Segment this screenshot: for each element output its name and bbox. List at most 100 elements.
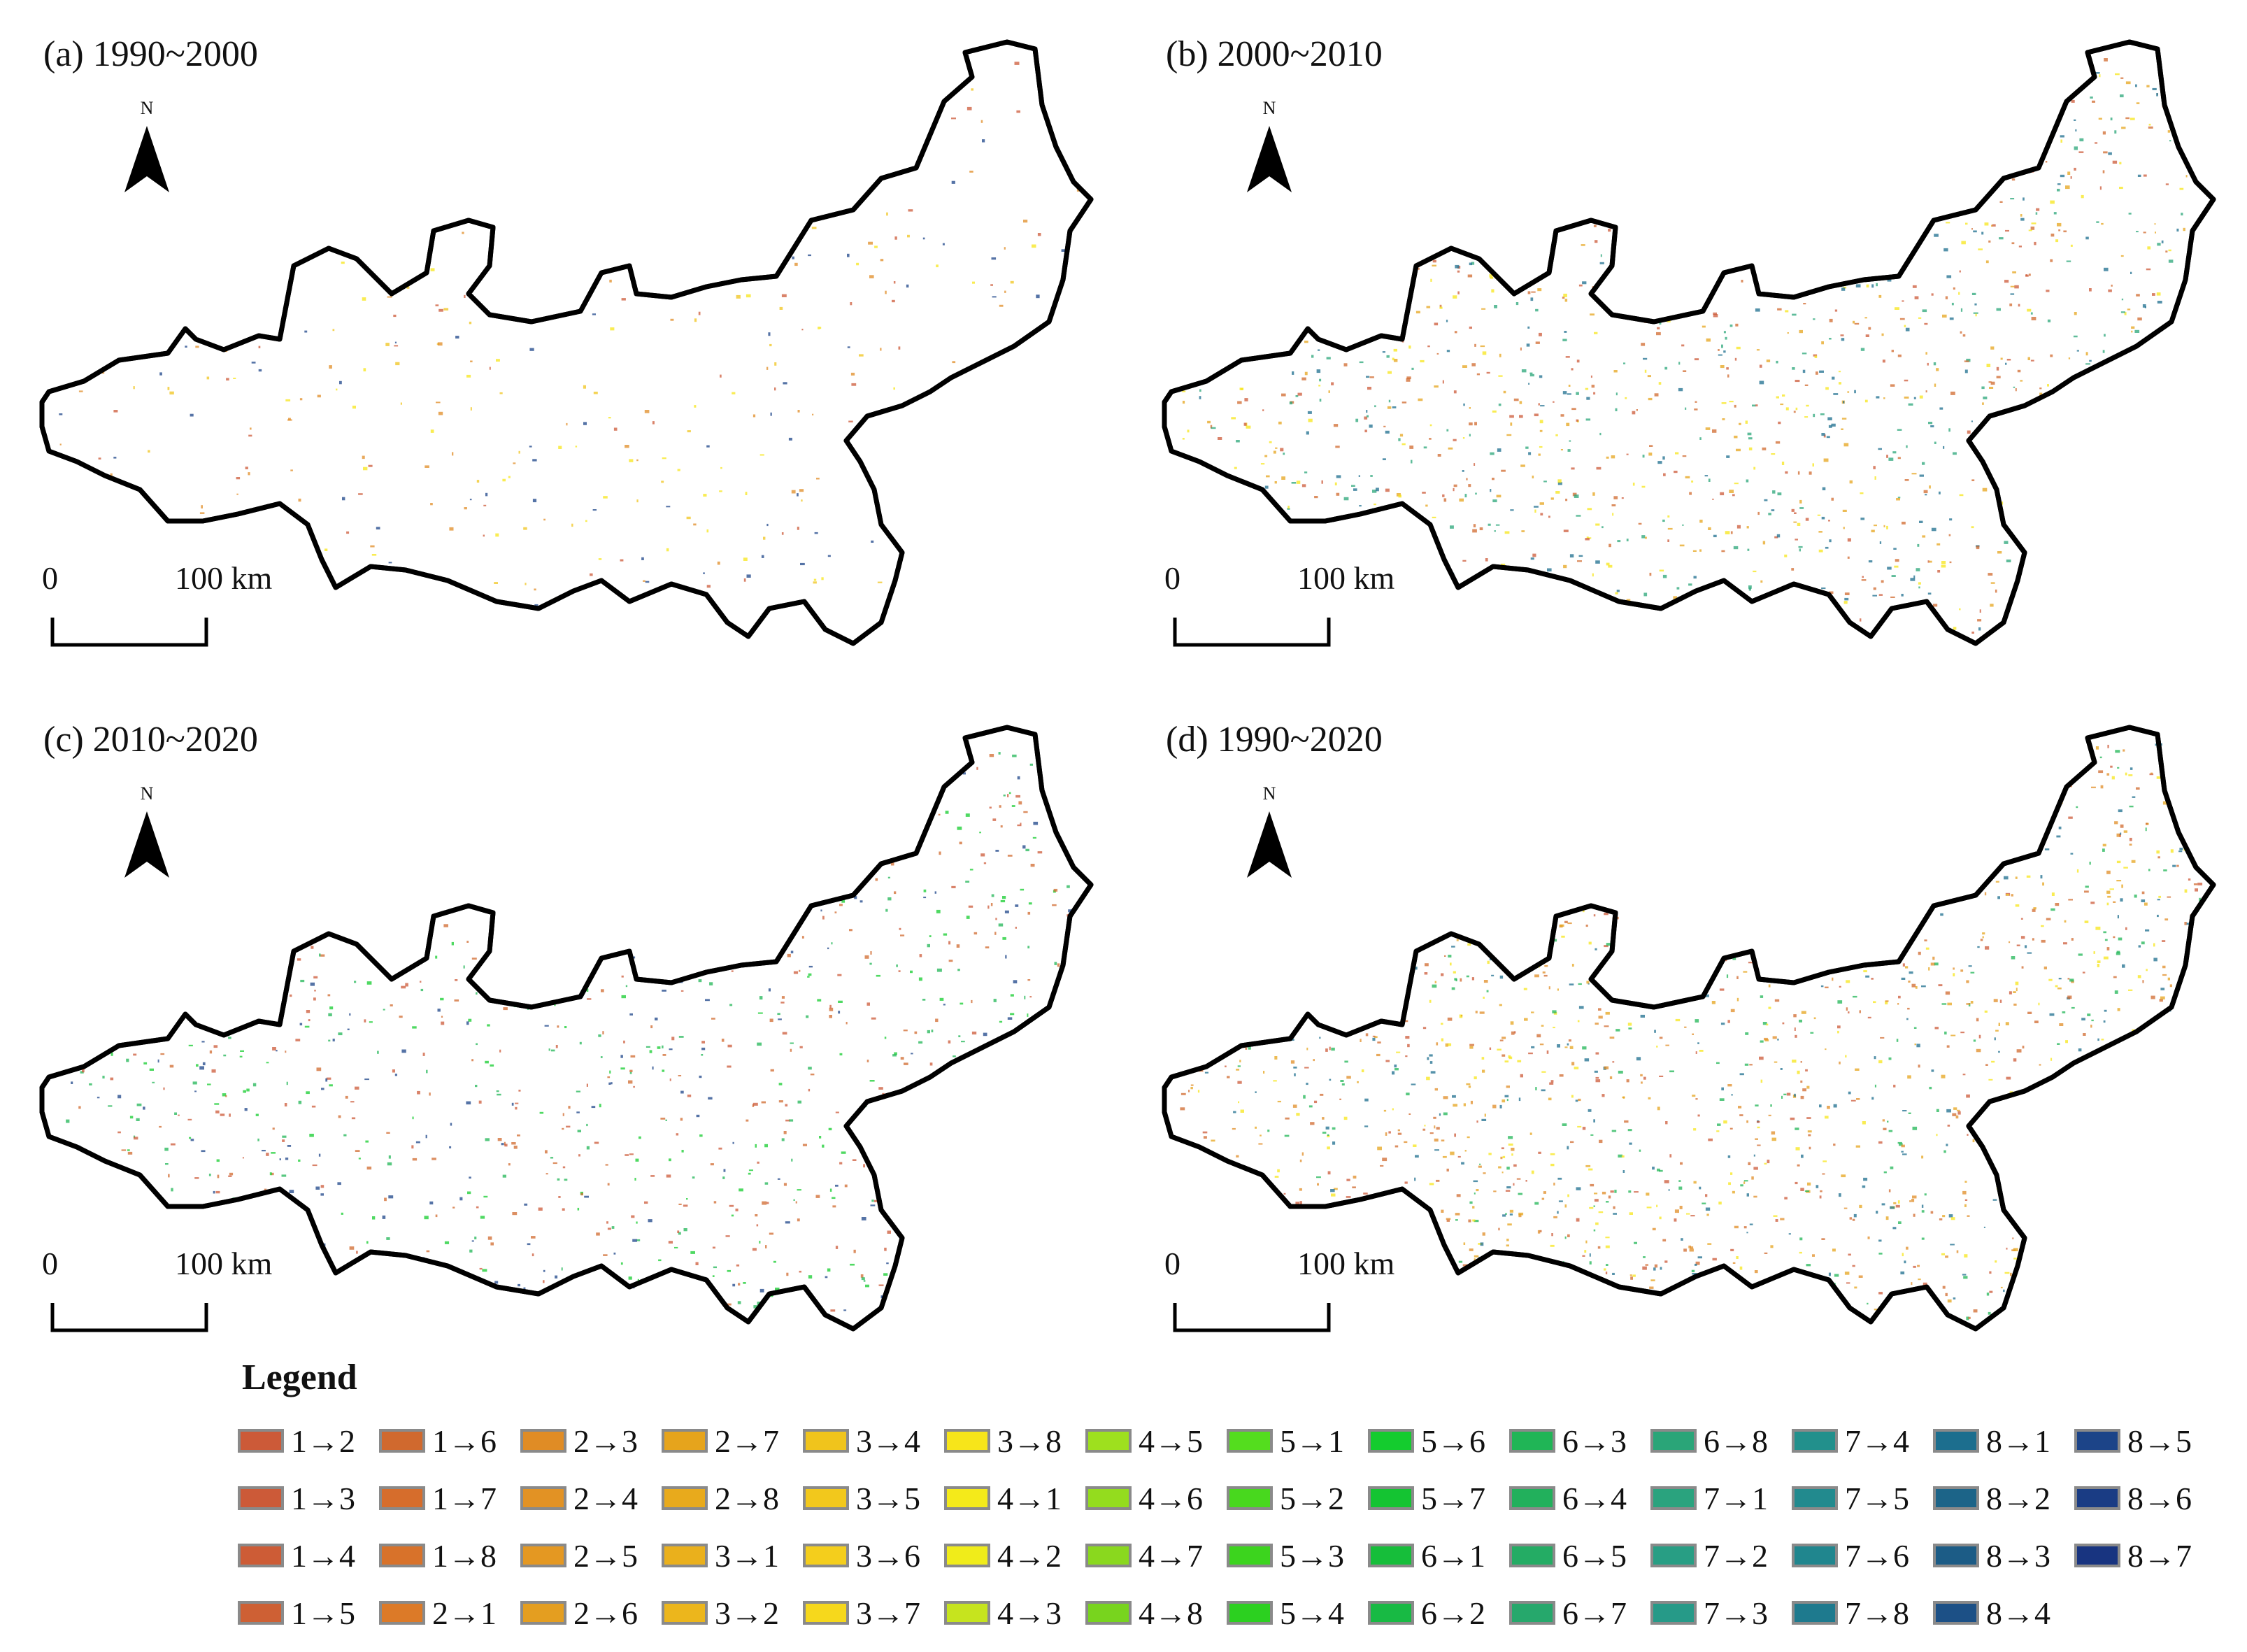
change-pixel <box>1626 453 1629 455</box>
change-pixel <box>1571 408 1576 411</box>
change-pixel <box>271 1152 276 1154</box>
change-pixel <box>832 1197 836 1199</box>
change-pixel <box>893 387 895 390</box>
change-pixel <box>1971 526 1974 529</box>
change-pixel <box>1800 1188 1804 1191</box>
change-pixel <box>1469 1044 1474 1046</box>
change-pixel <box>1712 1258 1717 1261</box>
change-pixel <box>1871 1097 1874 1100</box>
change-pixel <box>1692 550 1697 552</box>
change-pixel <box>1484 1113 1486 1117</box>
legend-item: 4→2 <box>944 1534 1062 1576</box>
scale-bar-line <box>1173 1303 1331 1332</box>
change-pixel <box>1515 302 1519 306</box>
legend-item: 2→4 <box>520 1477 638 1519</box>
change-pixel <box>524 1203 528 1206</box>
legend-item: 4→8 <box>1085 1592 1203 1634</box>
change-pixel <box>577 1130 581 1132</box>
change-pixel <box>2006 359 2011 361</box>
change-pixel <box>1497 448 1501 452</box>
change-pixel <box>1318 349 1320 351</box>
change-pixel <box>503 1007 508 1011</box>
change-pixel <box>2057 188 2060 192</box>
change-pixel <box>1966 1003 1971 1005</box>
change-pixel <box>1453 487 1455 492</box>
change-pixel <box>1862 1185 1866 1188</box>
legend-label: 6→7 <box>1562 1595 1627 1631</box>
change-pixel <box>1004 290 1006 293</box>
change-pixel <box>2128 213 2132 215</box>
change-pixel <box>825 1276 828 1279</box>
change-pixel <box>1679 1206 1683 1209</box>
change-pixel <box>2163 869 2167 871</box>
change-pixel <box>1582 1127 1586 1130</box>
change-pixel <box>655 1017 658 1020</box>
change-pixel <box>469 321 472 325</box>
change-pixel <box>1911 983 1916 988</box>
change-pixel <box>943 1004 946 1006</box>
change-pixel <box>1734 357 1737 361</box>
change-pixel <box>1564 299 1568 302</box>
change-pixel <box>1442 1155 1447 1158</box>
change-pixel <box>1850 1099 1856 1102</box>
change-pixel <box>485 1138 490 1141</box>
change-pixel <box>1895 559 1899 562</box>
change-pixel <box>1341 1083 1345 1085</box>
change-pixel <box>215 1110 220 1113</box>
change-pixel <box>1463 1103 1466 1106</box>
change-pixel <box>1353 1175 1357 1179</box>
change-pixel <box>1825 1048 1827 1051</box>
change-pixel <box>236 493 238 495</box>
change-pixel <box>550 1157 554 1159</box>
change-pixel <box>1922 462 1925 465</box>
legend-swatch <box>662 1544 708 1567</box>
change-pixel <box>511 1102 514 1106</box>
change-pixel <box>78 390 83 392</box>
change-pixel <box>623 1040 625 1044</box>
change-pixel <box>1334 482 1337 485</box>
change-pixel <box>206 376 210 380</box>
change-pixel <box>953 1055 956 1058</box>
change-pixel <box>1871 978 1874 980</box>
change-pixel <box>518 1283 520 1287</box>
change-pixel <box>1406 378 1411 382</box>
change-pixel <box>918 1041 923 1044</box>
change-pixel <box>712 1246 715 1249</box>
legend-item: 8→2 <box>1933 1477 2050 1519</box>
change-pixel <box>299 398 303 401</box>
change-pixel <box>645 1046 650 1048</box>
change-pixel <box>1501 1054 1506 1057</box>
legend-swatch <box>1792 1429 1838 1453</box>
change-pixel <box>802 1144 807 1146</box>
change-pixel <box>214 1103 220 1105</box>
change-pixel <box>993 999 997 1002</box>
change-pixel <box>600 1056 603 1058</box>
change-pixel <box>1943 446 1945 449</box>
change-pixel <box>859 900 863 903</box>
change-pixel <box>1726 974 1729 978</box>
change-pixel <box>1615 408 1618 411</box>
change-pixel <box>1967 430 1971 434</box>
change-pixel <box>1595 1076 1599 1079</box>
change-pixel <box>1364 416 1368 420</box>
change-pixel <box>1690 1215 1695 1217</box>
change-pixel <box>1876 1211 1878 1214</box>
change-pixel <box>2091 786 2096 788</box>
change-pixel <box>1739 1073 1744 1076</box>
change-pixel <box>2129 805 2134 808</box>
change-pixel <box>435 1214 438 1218</box>
change-pixel <box>195 346 199 348</box>
change-pixel <box>2004 876 2009 880</box>
change-pixel <box>1623 362 1626 364</box>
change-pixel <box>338 1032 343 1036</box>
change-pixel <box>1602 1191 1606 1195</box>
change-pixel <box>282 1139 285 1142</box>
change-pixel <box>2018 245 2022 248</box>
change-pixel <box>1662 519 1665 522</box>
change-pixel <box>1821 1238 1825 1240</box>
change-pixel <box>1996 366 1999 371</box>
change-pixel <box>1946 1144 1948 1146</box>
change-pixel <box>2039 387 2042 390</box>
change-pixel <box>1616 590 1620 592</box>
change-pixel <box>785 1119 790 1122</box>
